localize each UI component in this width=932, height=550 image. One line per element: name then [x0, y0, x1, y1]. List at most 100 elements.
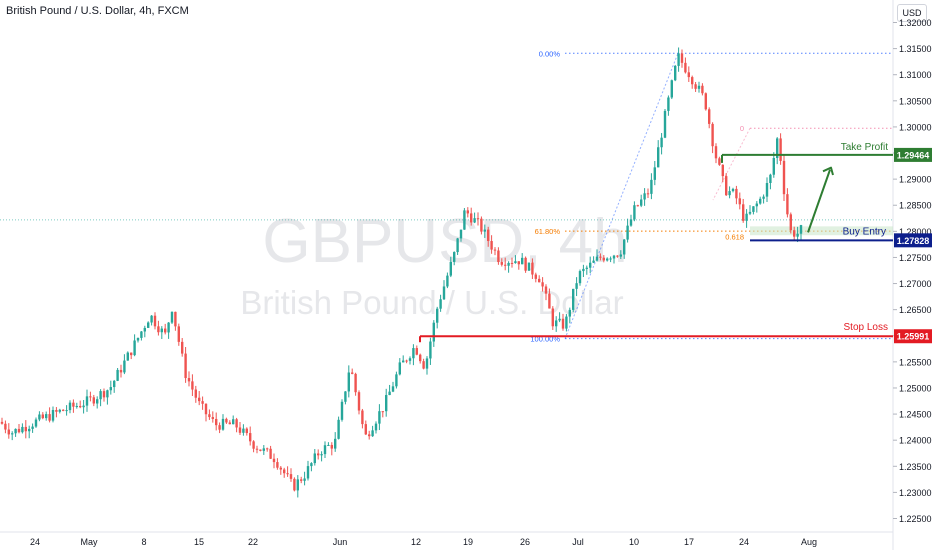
symbol-title: British Pound / U.S. Dollar, 4h, FXCM — [6, 5, 189, 17]
time-tick-label: 22 — [248, 537, 258, 547]
candle-body — [510, 262, 514, 264]
candle-body — [92, 397, 95, 404]
candle-body — [629, 219, 633, 226]
candle-body — [561, 318, 565, 329]
candle-body — [541, 282, 544, 287]
candle-body — [531, 262, 534, 275]
candle-body — [201, 401, 204, 404]
candle-body — [755, 203, 758, 207]
candle-body — [728, 191, 731, 196]
candle-body — [527, 262, 531, 271]
candle-body — [72, 402, 75, 407]
candle-body — [85, 396, 89, 406]
candle-body — [442, 286, 446, 300]
candle-body — [609, 258, 612, 260]
candle-body — [782, 160, 786, 195]
time-axis[interactable]: 24 May 8 15 22 Jun 12 19 26 Jul 10 17 24 Aug — [0, 531, 893, 547]
candle-body — [11, 433, 14, 435]
candle-body — [249, 433, 252, 442]
candle-body — [204, 403, 208, 415]
buy-entry-price-tag — [894, 233, 932, 248]
candle-body — [374, 423, 378, 431]
candle-body — [364, 424, 367, 435]
candle-body — [102, 391, 106, 398]
candle-body — [772, 157, 775, 175]
candle-body — [303, 478, 306, 481]
candle-body — [449, 261, 452, 276]
candle-body — [694, 84, 697, 89]
candle-body — [24, 426, 27, 432]
price-tick-label: 1.27000 — [899, 279, 932, 289]
candle-body — [745, 213, 748, 221]
candle-body — [140, 331, 143, 338]
candle-body — [616, 255, 619, 257]
watermark-ticker: GBPUSD, 4h — [262, 207, 627, 276]
candle-body — [289, 474, 293, 479]
candle-body — [524, 257, 527, 271]
candle-body — [62, 409, 65, 411]
candle-body — [160, 328, 163, 333]
candle-body — [514, 261, 517, 264]
candle-body — [157, 326, 160, 333]
candle-body — [459, 229, 463, 239]
fib-small-zero-label: 0 — [740, 124, 744, 133]
candle-body — [398, 362, 401, 375]
stop-loss-price-tag — [894, 329, 932, 344]
candle-body — [225, 418, 228, 423]
candle-body — [55, 409, 58, 412]
candle-body — [650, 179, 653, 194]
candlestick-series — [0, 47, 803, 498]
candle-body — [272, 458, 276, 463]
candle-body — [337, 419, 340, 439]
candle-body — [769, 174, 772, 184]
candle-body — [626, 225, 629, 240]
candle-body — [708, 109, 711, 124]
candle-body — [357, 392, 361, 411]
candle-body — [388, 391, 391, 396]
candle-body — [198, 397, 201, 402]
candle-body — [776, 138, 779, 158]
candle-body — [286, 473, 289, 475]
candle-body — [153, 315, 157, 327]
trade-levels[interactable]: Take Profit 1.29464 Buy Entry 1.27828 Stop L… — [419, 142, 932, 344]
candle-body — [640, 199, 643, 206]
candle-body — [687, 72, 690, 78]
candle-body — [568, 309, 571, 317]
currency-selector[interactable]: USD — [897, 4, 927, 22]
candle-body — [68, 402, 72, 411]
candle-body — [500, 262, 503, 265]
candle-body — [317, 453, 320, 456]
candle-body — [31, 426, 34, 429]
candle-body — [657, 147, 660, 168]
candle-body — [742, 204, 745, 221]
candle-body — [674, 65, 677, 81]
candle-body — [493, 249, 497, 251]
candle-body — [463, 210, 466, 230]
candle-body — [765, 183, 769, 197]
candle-body — [385, 395, 388, 412]
candle-body — [636, 205, 639, 207]
candle-body — [174, 311, 177, 327]
price-tick-label: 1.24000 — [899, 436, 932, 446]
candle-body — [582, 268, 585, 272]
candle-body — [633, 205, 636, 220]
candle-body — [487, 229, 490, 242]
candle-body — [106, 390, 109, 398]
time-tick-label: May — [80, 537, 98, 547]
candle-body — [323, 445, 327, 455]
price-axis[interactable]: 1.320001.315001.310001.305001.300001.295… — [892, 0, 932, 550]
candle-body — [266, 448, 269, 450]
candle-body — [480, 218, 483, 232]
candle-body — [425, 358, 429, 369]
candle-body — [99, 391, 102, 400]
candle-body — [667, 97, 670, 111]
candle-body — [405, 360, 408, 362]
candle-body — [296, 479, 299, 491]
candle-body — [17, 428, 21, 433]
candle-body — [391, 386, 395, 392]
candle-body — [534, 274, 537, 279]
candle-body — [623, 239, 626, 255]
price-tick-label: 1.28000 — [899, 227, 932, 237]
take-profit-price: 1.29464 — [897, 150, 930, 160]
